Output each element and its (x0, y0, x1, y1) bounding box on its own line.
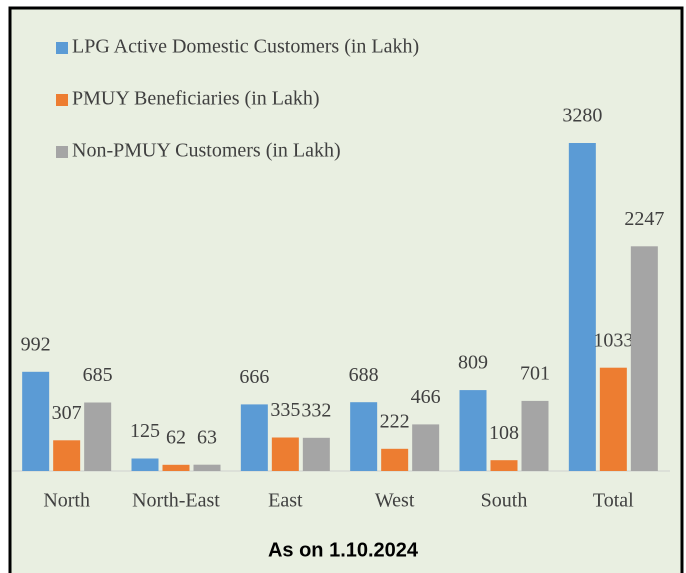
legend-label: Non-PMUY Customers (in Lakh) (72, 140, 341, 162)
legend-swatch (56, 42, 68, 54)
bar (22, 371, 50, 471)
x-tick-label: North (43, 490, 90, 512)
footnote: As on 1.10.2024 (268, 539, 419, 561)
bar (302, 437, 330, 471)
bar (630, 246, 658, 471)
bar (162, 464, 190, 471)
x-tick-label: North-East (132, 490, 220, 512)
data-label: 307 (52, 402, 82, 424)
bar (381, 448, 409, 471)
bar (240, 404, 268, 471)
bar (568, 143, 596, 471)
data-label: 108 (489, 422, 519, 444)
data-label: 1033 (593, 329, 633, 351)
bar (490, 460, 518, 471)
bar (193, 464, 221, 471)
legend-swatch (56, 146, 68, 158)
bar (459, 390, 487, 471)
bar (53, 440, 81, 471)
x-tick-label: Total (593, 490, 634, 512)
data-label: 62 (166, 426, 186, 448)
data-label: 2247 (624, 208, 664, 230)
data-label: 335 (270, 399, 300, 421)
x-tick-label: South (481, 490, 528, 512)
bar (84, 402, 112, 471)
data-label: 125 (130, 420, 160, 442)
data-label: 809 (458, 352, 488, 374)
data-label: 666 (239, 366, 269, 388)
data-label: 3280 (562, 105, 602, 127)
x-tick-label: West (375, 490, 415, 512)
x-tick-label: East (268, 490, 303, 512)
data-label: 332 (301, 399, 331, 421)
data-label: 63 (197, 426, 217, 448)
data-label: 701 (520, 362, 550, 384)
legend-label: LPG Active Domestic Customers (in Lakh) (72, 36, 419, 58)
data-label: 222 (380, 410, 410, 432)
data-label: 685 (83, 364, 113, 386)
legend-swatch (56, 94, 68, 106)
legend-label: PMUY Beneficiaries (in Lakh) (72, 88, 320, 110)
bar (271, 437, 299, 471)
data-label: 466 (411, 386, 441, 408)
bar (350, 402, 378, 471)
data-label: 992 (21, 333, 51, 355)
bar (412, 424, 440, 471)
data-label: 688 (349, 364, 379, 386)
bar (131, 458, 159, 471)
bar (521, 400, 549, 471)
bar (599, 367, 627, 471)
